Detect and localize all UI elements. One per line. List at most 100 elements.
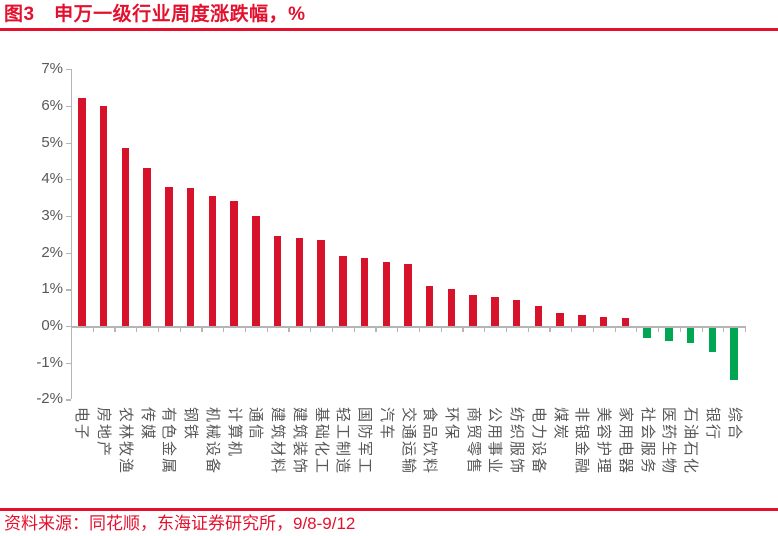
x-axis-label-房地产: 房地产 (95, 407, 113, 459)
bar-通信 (252, 215, 260, 326)
y-axis-tick-label: 0% (41, 317, 63, 334)
category-tick (614, 326, 616, 332)
category-tick (114, 326, 116, 332)
x-axis-label-轻工制造: 轻工制造 (334, 407, 352, 476)
y-axis-tick (66, 289, 71, 291)
x-axis-label-环保: 环保 (442, 407, 460, 442)
y-axis-tick-label: 6% (41, 96, 63, 114)
x-axis-label-美容护理: 美容护理 (595, 407, 613, 476)
x-axis-label-汽车: 汽车 (377, 407, 395, 442)
category-tick (92, 326, 94, 332)
y-axis-tick (66, 105, 71, 108)
category-tick (157, 326, 160, 332)
y-axis-tick (66, 399, 71, 401)
bar-电力设备 (534, 305, 543, 326)
bar-计算机 (230, 201, 238, 326)
x-axis-label-基础化工: 基础化工 (312, 407, 330, 476)
title-divider (0, 28, 778, 31)
category-tick (658, 326, 660, 332)
bar-美容护理 (599, 316, 608, 326)
bar-传媒 (143, 168, 151, 326)
bar-社会服务 (643, 326, 651, 339)
category-tick (592, 326, 594, 332)
bar-环保 (447, 289, 456, 326)
y-axis-tick-label: -2% (36, 390, 63, 408)
bar-农林牧渔 (121, 148, 130, 326)
category-tick (679, 326, 681, 332)
x-axis-label-医药生物: 医药生物 (660, 407, 678, 476)
bar-交通运输 (404, 263, 412, 326)
category-tick (745, 326, 747, 332)
bar-银行 (708, 326, 717, 353)
category-tick (505, 326, 508, 332)
y-axis-tick-label: 4% (41, 170, 63, 188)
category-tick (418, 326, 421, 332)
x-axis-label-传媒: 传媒 (138, 407, 156, 442)
bar-非银金融 (578, 314, 586, 326)
bar-基础化工 (317, 239, 325, 326)
x-axis-label-计算机: 计算机 (225, 407, 243, 459)
y-axis-tick (66, 69, 71, 71)
category-tick (571, 326, 573, 332)
y-axis-line (71, 69, 73, 400)
x-axis-label-综合: 综合 (725, 407, 743, 442)
bar-钢铁 (186, 188, 195, 326)
y-axis-tick-label: 3% (41, 206, 63, 224)
bar-纺织服饰 (512, 300, 521, 326)
category-tick (462, 326, 464, 332)
category-tick (223, 326, 225, 332)
bar-有色金属 (165, 186, 173, 326)
x-axis-label-有色金属: 有色金属 (160, 407, 178, 476)
category-tick (636, 326, 638, 332)
category-tick (266, 326, 268, 332)
y-axis-tick (66, 362, 71, 364)
x-axis-label-建筑材料: 建筑材料 (269, 407, 287, 476)
bar-石油石化 (686, 326, 695, 343)
source-note: 资料来源：同花顺，东海证券研究所，9/8-9/12 (4, 514, 356, 533)
x-axis-label-交通运输: 交通运输 (399, 407, 417, 476)
y-axis-tick (66, 252, 71, 254)
x-axis-label-通信: 通信 (247, 407, 265, 442)
y-axis-tick (66, 215, 71, 218)
bar-医药生物 (665, 326, 673, 341)
x-axis-label-电力设备: 电力设备 (529, 407, 547, 476)
category-tick (375, 326, 377, 332)
x-axis-label-农林牧渔: 农林牧渔 (116, 407, 134, 476)
category-tick (440, 326, 442, 332)
zero-axis-line (71, 325, 745, 328)
x-axis-label-商贸零售: 商贸零售 (464, 407, 482, 476)
category-tick (527, 326, 529, 332)
bar-综合 (730, 326, 738, 381)
category-tick (723, 326, 725, 332)
category-tick (179, 326, 181, 332)
x-axis-label-煤炭: 煤炭 (551, 407, 569, 442)
bar-商贸零售 (469, 294, 477, 326)
x-axis-label-建筑装饰: 建筑装饰 (290, 407, 308, 476)
y-axis-tick (66, 326, 71, 328)
y-axis-tick-label: 7% (41, 60, 63, 78)
x-axis-label-社会服务: 社会服务 (638, 407, 656, 476)
bar-房地产 (99, 105, 108, 326)
bar-食品饮料 (425, 285, 434, 326)
category-tick (484, 326, 486, 332)
x-axis-label-国防军工: 国防军工 (356, 407, 374, 476)
y-axis-tick-label: 1% (41, 280, 63, 298)
bar-家用电器 (621, 317, 630, 326)
x-axis-label-非银金融: 非银金融 (573, 407, 591, 476)
y-axis-tick (66, 142, 71, 144)
bar-建筑装饰 (295, 237, 304, 326)
x-axis-label-石油石化: 石油石化 (682, 407, 700, 476)
y-axis-tick-label: 5% (41, 133, 63, 151)
category-tick (201, 326, 203, 332)
category-tick (701, 326, 703, 332)
y-axis-tick-label: -1% (36, 353, 63, 371)
category-tick (310, 326, 312, 332)
category-tick (353, 326, 355, 332)
category-tick (397, 326, 399, 332)
x-axis-label-家用电器: 家用电器 (616, 407, 634, 476)
category-tick (331, 326, 334, 332)
bar-轻工制造 (339, 256, 347, 326)
category-tick (71, 326, 73, 332)
